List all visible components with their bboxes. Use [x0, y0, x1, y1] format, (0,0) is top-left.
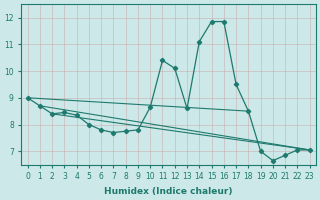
X-axis label: Humidex (Indice chaleur): Humidex (Indice chaleur)	[104, 187, 233, 196]
